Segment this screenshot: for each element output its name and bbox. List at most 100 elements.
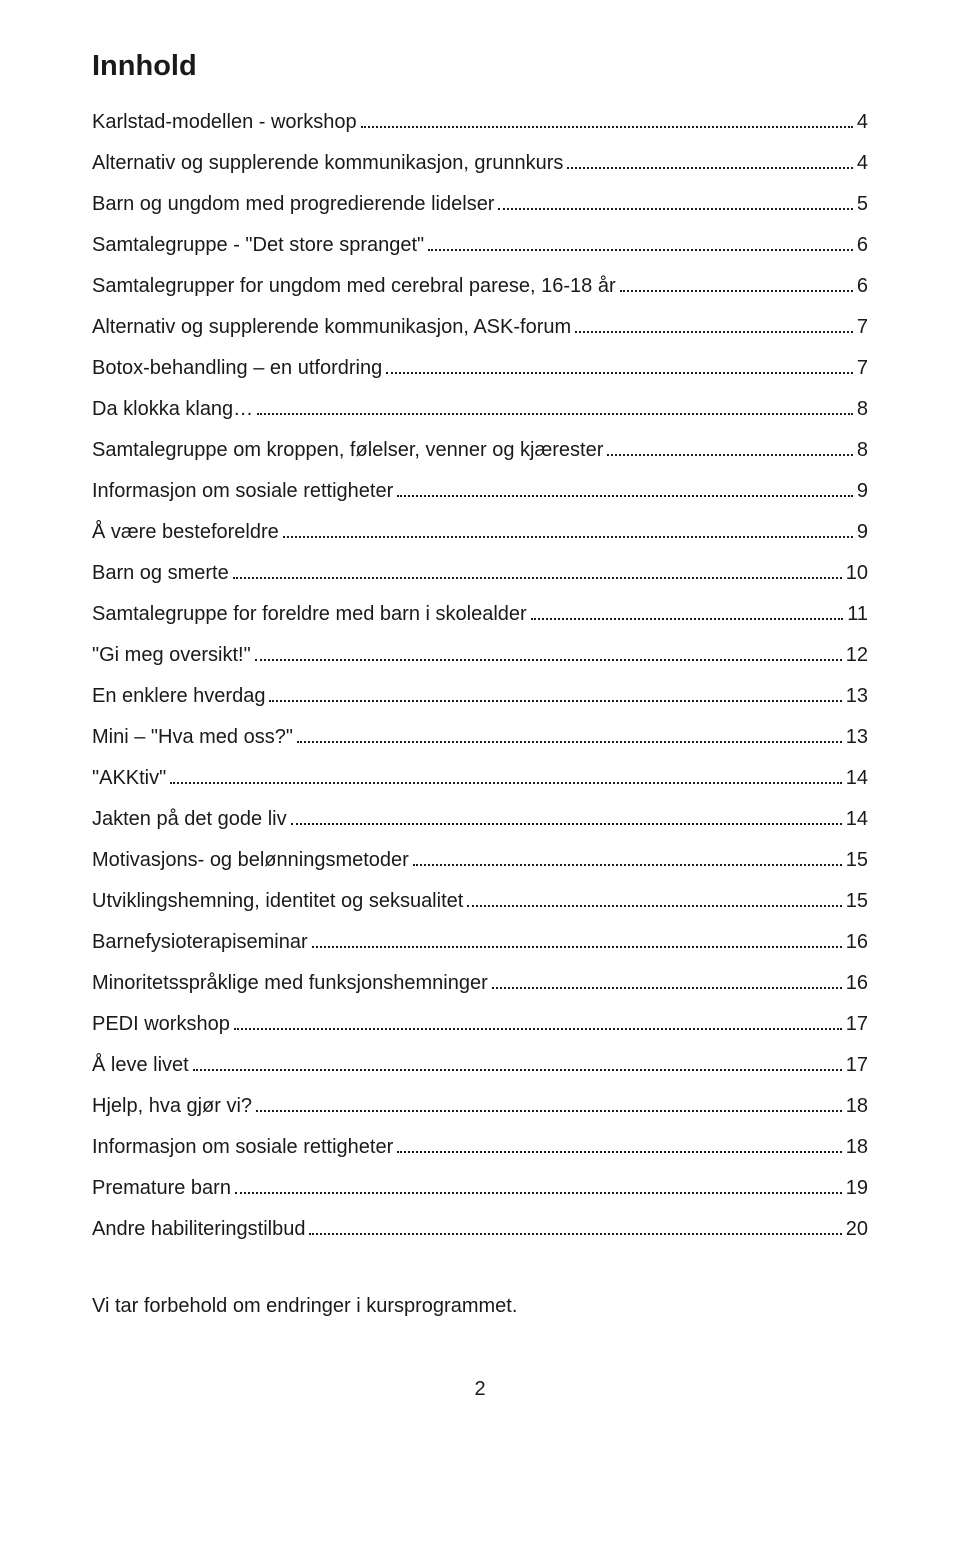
toc-row: Barnefysioterapiseminar 16 xyxy=(92,931,868,954)
toc-page-number: 7 xyxy=(857,357,868,380)
toc-row: Hjelp, hva gjør vi?18 xyxy=(92,1095,868,1118)
toc-row: Premature barn19 xyxy=(92,1177,868,1200)
table-of-contents: Karlstad-modellen - workshop 4 Alternativ … xyxy=(92,111,868,1241)
toc-leader-dots xyxy=(235,1192,842,1194)
toc-leader-dots xyxy=(397,1151,842,1153)
toc-leader-dots xyxy=(361,126,853,128)
toc-label: Karlstad-modellen - workshop xyxy=(92,111,357,134)
toc-row: Barn og ungdom med progredierende lidels… xyxy=(92,193,868,216)
toc-label: Andre habiliteringstilbud xyxy=(92,1218,305,1241)
toc-leader-dots xyxy=(256,1110,842,1112)
toc-leader-dots xyxy=(620,290,853,292)
toc-row: Informasjon om sosiale rettigheter18 xyxy=(92,1136,868,1159)
toc-page-number: 9 xyxy=(857,521,868,544)
toc-row: Motivasjons- og belønningsmetoder 15 xyxy=(92,849,868,872)
toc-page-number: 13 xyxy=(846,726,868,749)
toc-label: Premature barn xyxy=(92,1177,231,1200)
toc-leader-dots xyxy=(193,1069,842,1071)
toc-row: Samtalegruppe om kroppen, følelser, venn… xyxy=(92,439,868,462)
toc-leader-dots xyxy=(575,331,853,333)
page-number: 2 xyxy=(92,1378,868,1401)
toc-row: Andre habiliteringstilbud 20 xyxy=(92,1218,868,1241)
toc-label: "AKKtiv" xyxy=(92,767,166,790)
toc-page-number: 7 xyxy=(857,316,868,339)
toc-page-number: 17 xyxy=(846,1054,868,1077)
toc-page-number: 15 xyxy=(846,849,868,872)
toc-leader-dots xyxy=(283,536,853,538)
toc-label: Alternativ og supplerende kommunikasjon,… xyxy=(92,152,563,175)
toc-label: Hjelp, hva gjør vi? xyxy=(92,1095,252,1118)
toc-page-number: 4 xyxy=(857,111,868,134)
toc-leader-dots xyxy=(428,249,853,251)
toc-row: Minoritetsspråklige med funksjonshemning… xyxy=(92,972,868,995)
toc-page-number: 8 xyxy=(857,439,868,462)
toc-label: Samtalegruppe om kroppen, følelser, venn… xyxy=(92,439,603,462)
page-title: Innhold xyxy=(92,50,868,83)
toc-label: Samtalegrupper for ungdom med cerebral p… xyxy=(92,275,616,298)
toc-label: PEDI workshop xyxy=(92,1013,230,1036)
toc-row: Barn og smerte10 xyxy=(92,562,868,585)
toc-row: "Gi meg oversikt!" 12 xyxy=(92,644,868,667)
toc-row: Mini – "Hva med oss?" 13 xyxy=(92,726,868,749)
toc-page-number: 15 xyxy=(846,890,868,913)
toc-page-number: 12 xyxy=(846,644,868,667)
toc-label: Samtalegruppe - "Det store spranget" xyxy=(92,234,424,257)
toc-label: Informasjon om sosiale rettigheter xyxy=(92,1136,393,1159)
toc-page-number: 4 xyxy=(857,152,868,175)
toc-leader-dots xyxy=(312,946,842,948)
toc-page-number: 16 xyxy=(846,931,868,954)
toc-leader-dots xyxy=(291,823,842,825)
toc-leader-dots xyxy=(492,987,842,989)
toc-row: "AKKtiv" 14 xyxy=(92,767,868,790)
toc-leader-dots xyxy=(498,208,852,210)
toc-page-number: 5 xyxy=(857,193,868,216)
toc-row: Samtalegrupper for ungdom med cerebral p… xyxy=(92,275,868,298)
toc-label: Samtalegruppe for foreldre med barn i sk… xyxy=(92,603,527,626)
footer-note: Vi tar forbehold om endringer i kursprog… xyxy=(92,1295,868,1318)
toc-label: Motivasjons- og belønningsmetoder xyxy=(92,849,409,872)
toc-row: Å være besteforeldre 9 xyxy=(92,521,868,544)
toc-leader-dots xyxy=(233,577,842,579)
toc-row: Da klokka klang…8 xyxy=(92,398,868,421)
toc-page-number: 6 xyxy=(857,234,868,257)
toc-leader-dots xyxy=(297,741,842,743)
toc-row: Samtalegruppe for foreldre med barn i sk… xyxy=(92,603,868,626)
toc-leader-dots xyxy=(234,1028,842,1030)
toc-row: Informasjon om sosiale rettigheter 9 xyxy=(92,480,868,503)
toc-row: Å leve livet 17 xyxy=(92,1054,868,1077)
toc-page-number: 10 xyxy=(846,562,868,585)
toc-page-number: 14 xyxy=(846,767,868,790)
toc-page-number: 8 xyxy=(857,398,868,421)
toc-page-number: 13 xyxy=(846,685,868,708)
toc-leader-dots xyxy=(255,659,842,661)
toc-leader-dots xyxy=(386,372,853,374)
toc-page-number: 16 xyxy=(846,972,868,995)
toc-leader-dots xyxy=(269,700,841,702)
toc-label: "Gi meg oversikt!" xyxy=(92,644,251,667)
toc-leader-dots xyxy=(309,1233,841,1235)
toc-row: PEDI workshop17 xyxy=(92,1013,868,1036)
toc-row: Utviklingshemning, identitet og seksuali… xyxy=(92,890,868,913)
toc-label: Barnefysioterapiseminar xyxy=(92,931,308,954)
toc-label: Mini – "Hva med oss?" xyxy=(92,726,293,749)
toc-page-number: 20 xyxy=(846,1218,868,1241)
toc-row: Karlstad-modellen - workshop 4 xyxy=(92,111,868,134)
toc-page-number: 9 xyxy=(857,480,868,503)
toc-label: Å være besteforeldre xyxy=(92,521,279,544)
toc-page-number: 11 xyxy=(847,603,868,626)
toc-label: Å leve livet xyxy=(92,1054,189,1077)
toc-row: En enklere hverdag13 xyxy=(92,685,868,708)
toc-label: Utviklingshemning, identitet og seksuali… xyxy=(92,890,463,913)
toc-row: Botox-behandling – en utfordring 7 xyxy=(92,357,868,380)
toc-label: Informasjon om sosiale rettigheter xyxy=(92,480,393,503)
toc-leader-dots xyxy=(397,495,853,497)
toc-label: Barn og ungdom med progredierende lidels… xyxy=(92,193,494,216)
toc-label: Minoritetsspråklige med funksjonshemning… xyxy=(92,972,488,995)
toc-leader-dots xyxy=(607,454,853,456)
toc-row: Jakten på det gode liv14 xyxy=(92,808,868,831)
toc-label: Botox-behandling – en utfordring xyxy=(92,357,382,380)
toc-page-number: 6 xyxy=(857,275,868,298)
toc-leader-dots xyxy=(257,413,853,415)
toc-row: Samtalegruppe - "Det store spranget" 6 xyxy=(92,234,868,257)
toc-leader-dots xyxy=(531,618,844,620)
